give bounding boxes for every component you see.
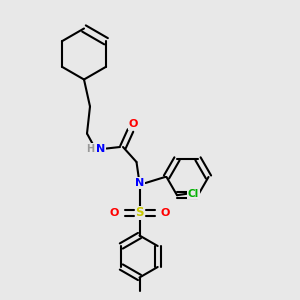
Text: O: O — [160, 208, 170, 218]
Text: H: H — [86, 143, 94, 154]
Text: S: S — [135, 206, 144, 220]
Text: O: O — [109, 208, 119, 218]
Text: N: N — [96, 143, 105, 154]
Text: Cl: Cl — [188, 189, 199, 199]
Text: O: O — [129, 119, 138, 130]
Text: N: N — [135, 178, 144, 188]
